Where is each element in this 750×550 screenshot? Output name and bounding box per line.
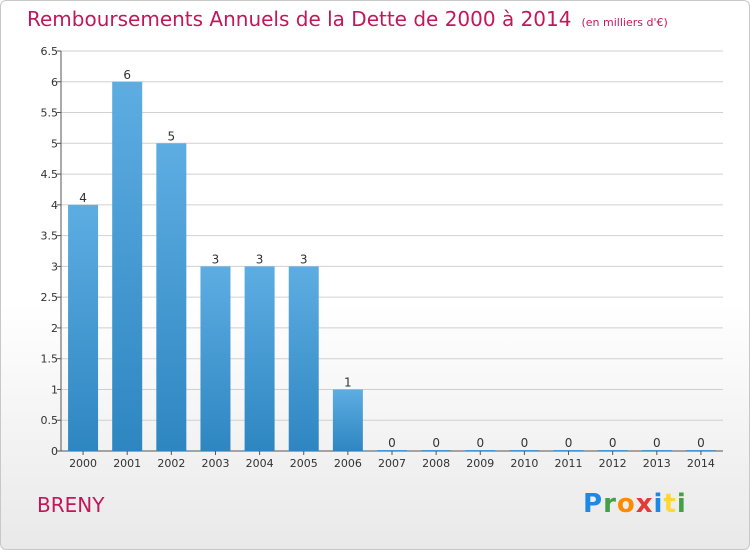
chart-unit: (en milliers d'€) [581, 16, 668, 29]
y-tick-label: 3.5 [41, 230, 59, 243]
y-tick-label: 0.5 [41, 414, 59, 427]
bar-2010 [509, 450, 540, 451]
data-label-2001: 6 [123, 68, 131, 82]
bar-2008 [421, 450, 452, 451]
data-label-2002: 5 [168, 129, 176, 143]
data-label-2011: 0 [565, 436, 573, 450]
data-label-2010: 0 [521, 436, 529, 450]
y-tick-label: 3 [51, 260, 58, 273]
bar-2009 [465, 450, 496, 451]
bar-2002 [156, 143, 187, 452]
x-tick-label: 2004 [246, 457, 274, 470]
logo-letter: t [663, 489, 677, 519]
data-label-2006: 1 [344, 375, 352, 389]
x-tick-label: 2010 [510, 457, 538, 470]
chart-title: Remboursements Annuels de la Dette de 20… [27, 7, 668, 31]
commune-name: BRENY [37, 493, 105, 517]
x-tick-label: 2002 [157, 457, 185, 470]
logo-letter: o [616, 489, 636, 519]
logo-letter: x [635, 489, 654, 519]
logo-letter: i [676, 489, 687, 519]
y-tick-label: 2 [51, 322, 58, 335]
data-label-2008: 0 [432, 436, 440, 450]
y-tick-label: 5.5 [41, 107, 59, 120]
bar-2001 [112, 81, 143, 452]
x-tick-label: 2003 [201, 457, 229, 470]
data-label-2004: 3 [256, 252, 264, 266]
logo-letter: P [583, 489, 604, 519]
y-tick-label: 6.5 [41, 45, 59, 58]
bar-2012 [597, 450, 628, 451]
bar-2003 [200, 266, 231, 451]
axes: 0 0.5 1 1.5 2 2.5 3 3.5 4 4.5 5 5.5 6 6.5 2000 2001 2002… [41, 45, 723, 470]
bar-2014 [685, 450, 716, 451]
data-label-2014: 0 [697, 436, 705, 450]
x-tick-label: 2011 [555, 457, 583, 470]
data-label-2000: 4 [79, 191, 87, 205]
bar-2004 [244, 266, 275, 451]
x-tick-label: 2009 [466, 457, 494, 470]
y-tick-label: 2.5 [41, 291, 59, 304]
bars [68, 81, 716, 452]
data-label-2003: 3 [212, 252, 220, 266]
y-tick-label: 4.5 [41, 168, 59, 181]
bar-2000 [68, 204, 99, 451]
y-tick-label: 1.5 [41, 353, 59, 366]
data-label-2012: 0 [609, 436, 617, 450]
x-tick-label: 2005 [290, 457, 318, 470]
bar-2013 [641, 450, 672, 451]
data-label-2005: 3 [300, 252, 308, 266]
x-tick-label: 2007 [378, 457, 406, 470]
y-tick-label: 6 [51, 76, 58, 89]
bar-2006 [332, 389, 363, 451]
y-tick-label: 5 [51, 137, 58, 150]
x-tick-label: 2014 [687, 457, 715, 470]
x-tick-label: 2013 [643, 457, 671, 470]
y-tick-label: 1 [51, 383, 58, 396]
data-label-2007: 0 [388, 436, 396, 450]
x-tick-label: 2001 [113, 457, 141, 470]
x-tick-label: 2006 [334, 457, 362, 470]
chart-title-text: Remboursements Annuels de la Dette de 20… [27, 7, 572, 31]
x-tick-label: 2000 [69, 457, 97, 470]
x-tick-label: 2012 [599, 457, 627, 470]
data-labels: 4 6 5 3 3 3 1 0 0 0 0 0 0 0 0 [79, 68, 705, 450]
proxiti-logo[interactable]: Proxiti [583, 489, 687, 519]
bar-2011 [553, 450, 584, 451]
data-label-2013: 0 [653, 436, 661, 450]
bar-2005 [288, 266, 319, 451]
logo-letter: i [653, 489, 664, 519]
bar-2007 [377, 450, 407, 451]
y-tick-label: 4 [51, 199, 58, 212]
x-tick-label: 2008 [422, 457, 450, 470]
data-label-2009: 0 [476, 436, 484, 450]
logo-letter: r [603, 489, 617, 519]
y-tick-label: 0 [51, 445, 58, 458]
